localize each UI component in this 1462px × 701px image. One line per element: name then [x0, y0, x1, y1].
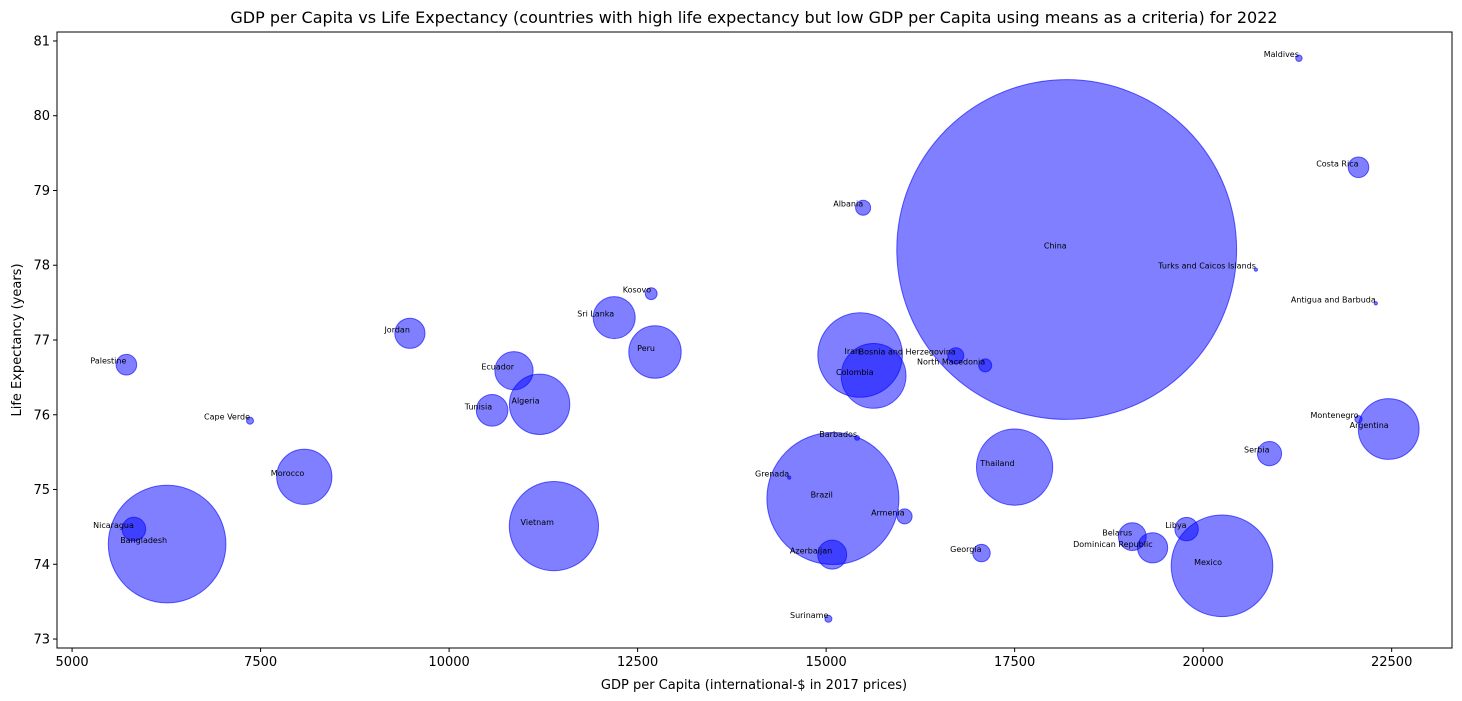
- point-label-dominican-republic: Dominican Republic: [1073, 540, 1152, 549]
- point-colombia: [840, 343, 907, 409]
- point-turks-and-caicos-islands: [1253, 267, 1259, 272]
- chart-title: GDP per Capita vs Life Expectancy (count…: [230, 8, 1277, 27]
- point-label-iran: Iran: [844, 347, 860, 356]
- y-axis: 73 74 75 76 77 78 79 80 81: [33, 34, 57, 648]
- point-label-serbia: Serbia: [1244, 446, 1270, 455]
- point-label-ecuador: Ecuador: [481, 363, 514, 372]
- point-azerbaijan: [817, 539, 848, 570]
- x-tick-label: 15000: [805, 655, 846, 670]
- point-label-montenegro: Montenegro: [1310, 411, 1358, 420]
- point-label-costa-rica: Costa Rica: [1316, 159, 1358, 168]
- y-tick-label: 78: [33, 259, 50, 274]
- x-tick-label: 12500: [617, 655, 658, 670]
- point-label-palestine: Palestine: [90, 357, 126, 366]
- point-label-sri-lanka: Sri Lanka: [577, 310, 614, 319]
- point-nicaragua: [121, 516, 147, 542]
- point-barbados: [854, 435, 860, 441]
- x-tick-label: 20000: [1182, 655, 1223, 670]
- point-china: [896, 79, 1238, 420]
- x-axis: 5000 7500 10000 12500 15000 17500 20000 22500: [56, 648, 1412, 670]
- point-label-bangladesh: Bangladesh: [120, 536, 167, 545]
- point-georgia: [972, 543, 991, 563]
- point-vietnam: [508, 480, 600, 572]
- point-suriname: [824, 614, 833, 623]
- point-peru: [628, 325, 682, 379]
- point-belarus: [1117, 522, 1147, 551]
- point-label-libya: Libya: [1165, 521, 1186, 530]
- point-tunisia: [475, 394, 509, 427]
- y-tick-label: 77: [33, 334, 50, 349]
- point-label-kosovo: Kosovo: [623, 286, 652, 295]
- point-serbia: [1256, 441, 1283, 467]
- points-layer: [107, 54, 1420, 623]
- point-maldives: [1295, 54, 1303, 62]
- y-tick-label: 76: [33, 408, 50, 423]
- point-label-georgia: Georgia: [950, 545, 981, 554]
- point-palestine: [115, 353, 138, 376]
- point-libya: [1174, 516, 1199, 542]
- point-label-bosnia-and-herzegovina: Bosnia and Herzegovina: [859, 348, 956, 357]
- x-tick-label: 22500: [1371, 655, 1412, 670]
- y-tick-label: 80: [33, 109, 50, 124]
- point-jordan: [394, 317, 426, 349]
- y-tick-label: 81: [33, 34, 50, 49]
- point-armenia: [896, 508, 913, 525]
- x-tick-label: 10000: [428, 655, 469, 670]
- point-label-peru: Peru: [637, 344, 655, 353]
- point-north-macedonia: [978, 358, 993, 373]
- point-kosovo: [644, 287, 658, 301]
- x-tick-label: 17500: [994, 655, 1035, 670]
- point-label-belarus: Belarus: [1102, 529, 1132, 538]
- point-label-mexico: Mexico: [1194, 558, 1222, 567]
- y-tick-label: 79: [33, 184, 50, 199]
- point-label-china: China: [1044, 242, 1067, 251]
- y-axis-label: Life Expectancy (years): [10, 263, 25, 416]
- point-label-turks-and-caicos-islands: Turks and Caicos Islands: [1157, 262, 1256, 271]
- point-bangladesh: [107, 484, 227, 604]
- point-grenada: [787, 475, 792, 480]
- point-label-maldives: Maldives: [1264, 50, 1299, 59]
- point-bosnia-and-herzegovina: [947, 347, 965, 365]
- y-tick-label: 73: [33, 633, 50, 648]
- point-label-suriname: Suriname: [790, 611, 828, 620]
- point-cape-verde: [246, 416, 254, 425]
- point-label-morocco: Morocco: [271, 469, 305, 478]
- point-label-argentina: Argentina: [1350, 421, 1389, 430]
- point-label-azerbaijan: Azerbaijan: [790, 547, 832, 556]
- point-label-thailand: Thailand: [979, 459, 1014, 468]
- point-label-vietnam: Vietnam: [521, 518, 555, 527]
- point-label-tunisia: Tunisia: [464, 402, 492, 411]
- point-label-colombia: Colombia: [836, 368, 874, 377]
- y-tick-label: 74: [33, 558, 50, 573]
- point-thailand: [976, 428, 1054, 506]
- x-tick-label: 7500: [244, 655, 277, 670]
- point-antigua-and-barbuda: [1373, 301, 1378, 306]
- point-label-nicaragua: Nicaragua: [93, 521, 134, 530]
- point-morocco: [276, 448, 333, 505]
- point-label-antigua-and-barbuda: Antigua and Barbuda: [1291, 295, 1376, 304]
- point-costa-rica: [1347, 156, 1370, 179]
- point-label-brazil: Brazil: [811, 491, 833, 500]
- point-montenegro: [1354, 415, 1363, 424]
- x-axis-label: GDP per Capita (international-$ in 2017 …: [601, 678, 907, 693]
- point-algeria: [508, 373, 571, 435]
- point-ecuador: [494, 351, 534, 391]
- point-label-barbados: Barbados: [819, 430, 857, 439]
- point-label-north-macedonia: North Macedonia: [917, 357, 985, 366]
- point-label-algeria: Algeria: [511, 396, 539, 405]
- point-sri-lanka: [592, 296, 636, 340]
- point-label-albania: Albania: [833, 200, 863, 209]
- labels-layer: Maldives Costa Rica Albania China Turks and …: [90, 50, 1388, 620]
- point-label-jordan: Jordan: [383, 325, 409, 334]
- point-albania: [855, 199, 872, 216]
- point-mexico: [1170, 514, 1274, 618]
- point-argentina: [1357, 398, 1420, 460]
- point-label-armenia: Armenia: [871, 508, 905, 517]
- point-label-cape-verde: Cape Verde: [204, 413, 250, 422]
- point-label-grenada: Grenada: [755, 470, 789, 479]
- y-tick-label: 75: [33, 483, 50, 498]
- x-tick-label: 5000: [56, 655, 89, 670]
